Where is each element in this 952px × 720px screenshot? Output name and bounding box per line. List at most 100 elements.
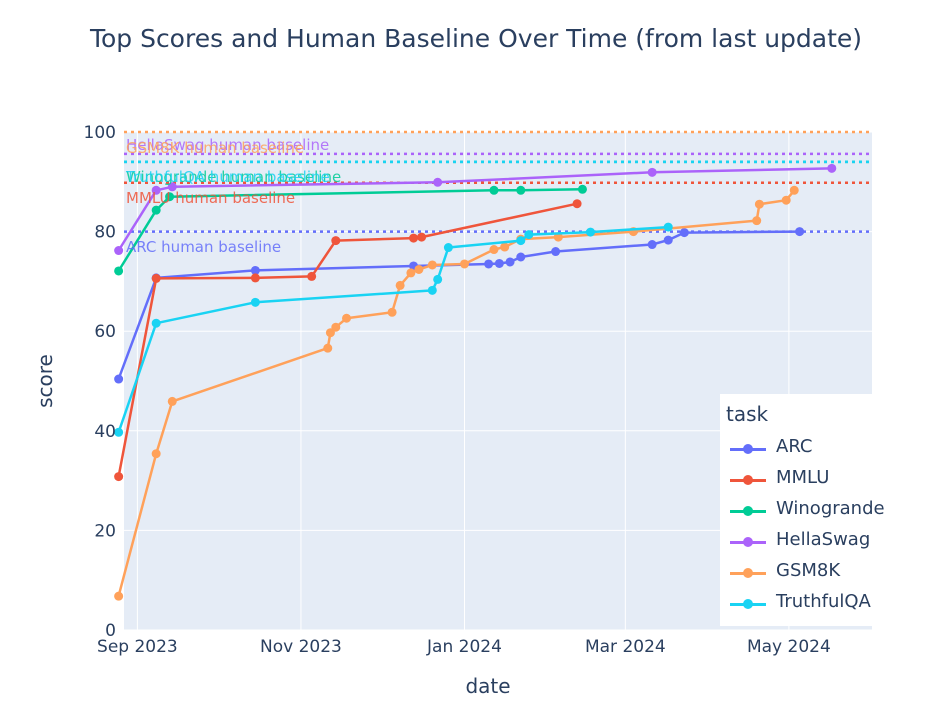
- legend-item-hellaswag[interactable]: HellaSwag: [730, 529, 920, 555]
- x-tick-label: Nov 2023: [260, 637, 342, 657]
- legend-label: ARC: [776, 436, 813, 457]
- x-tick-label: May 2024: [747, 637, 831, 657]
- data-point: [754, 199, 764, 209]
- legend-title: task: [726, 402, 769, 426]
- data-point: [647, 167, 657, 177]
- legend-marker: [743, 506, 753, 516]
- x-axis-title: date: [465, 674, 510, 698]
- legend-marker: [743, 444, 753, 454]
- data-point: [114, 472, 124, 482]
- data-point: [151, 185, 161, 195]
- data-point: [414, 264, 424, 274]
- y-tick-label: 40: [94, 422, 116, 442]
- data-point: [572, 199, 582, 209]
- legend-label: HellaSwag: [776, 529, 871, 550]
- data-point: [427, 260, 437, 270]
- series-winogrande: [114, 184, 587, 276]
- data-point: [151, 205, 161, 215]
- data-point: [250, 297, 260, 307]
- chart-title: Top Scores and Human Baseline Over Time …: [89, 24, 863, 53]
- data-point: [331, 236, 341, 246]
- baseline-label: ARC human baseline: [126, 238, 281, 256]
- data-point: [114, 374, 124, 384]
- legend-item-arc[interactable]: ARC: [730, 436, 920, 462]
- data-point: [789, 185, 799, 195]
- data-point: [795, 227, 805, 237]
- baseline-label: GSM8K human baseline: [126, 139, 304, 157]
- series-line: [117, 188, 583, 272]
- data-point: [151, 273, 161, 283]
- series-line: [117, 189, 796, 597]
- series-gsm8k: [114, 185, 799, 601]
- data-point: [663, 235, 673, 245]
- data-point: [459, 259, 469, 269]
- legend-marker: [743, 568, 753, 578]
- legend-label: TruthfulQA: [776, 591, 871, 612]
- data-point: [114, 427, 124, 437]
- data-point: [443, 243, 453, 253]
- series-line: [117, 225, 669, 433]
- data-point: [151, 318, 161, 328]
- data-point: [114, 266, 124, 276]
- legend-marker: [743, 475, 753, 485]
- data-point: [524, 230, 534, 240]
- data-point: [323, 343, 333, 353]
- data-point: [516, 185, 526, 195]
- data-point: [250, 273, 260, 283]
- data-point: [114, 246, 124, 256]
- legend-item-truthfulqa[interactable]: TruthfulQA: [730, 591, 920, 617]
- legend: task ARC MMLU Winogrande HellaSwag GSM8K…: [720, 394, 920, 626]
- baseline-label: TruthfulQA human baseline: [125, 168, 330, 186]
- data-point: [679, 228, 689, 238]
- x-tick-label: Mar 2024: [585, 637, 666, 657]
- data-point: [494, 258, 504, 268]
- y-axis-title: score: [33, 354, 57, 408]
- data-point: [342, 313, 352, 323]
- baseline-label: MMLU human baseline: [126, 189, 295, 207]
- data-point: [585, 227, 595, 237]
- legend-label: Winogrande: [776, 498, 885, 519]
- data-point: [406, 268, 416, 278]
- data-point: [647, 240, 657, 250]
- baseline-label: Winogrande human baseline: [126, 168, 341, 186]
- legend-item-mmlu[interactable]: MMLU: [730, 467, 920, 493]
- data-point: [516, 252, 526, 262]
- data-point: [433, 274, 443, 284]
- series-truthfulqa: [114, 222, 673, 437]
- data-point: [433, 177, 443, 187]
- y-tick-label: 20: [94, 521, 116, 541]
- legend-marker: [743, 599, 753, 609]
- y-tick-label: 80: [94, 223, 116, 243]
- data-point: [167, 182, 177, 192]
- data-point: [553, 232, 563, 242]
- data-point: [114, 591, 124, 601]
- baseline-label: HellaSwag human baseline: [126, 136, 329, 154]
- legend-item-gsm8k[interactable]: GSM8K: [730, 560, 920, 586]
- series-line: [117, 167, 832, 252]
- data-point: [427, 285, 437, 295]
- legend-marker: [743, 537, 753, 547]
- data-point: [489, 245, 499, 255]
- series-mmlu: [114, 199, 582, 482]
- legend-item-winogrande[interactable]: Winogrande: [730, 498, 920, 524]
- data-point: [250, 265, 260, 275]
- data-point: [827, 163, 837, 173]
- data-point: [331, 322, 341, 332]
- data-point: [387, 307, 397, 317]
- series-hellaswag: [114, 163, 837, 256]
- legend-label: MMLU: [776, 467, 830, 488]
- data-point: [505, 257, 515, 267]
- y-tick-label: 60: [94, 322, 116, 342]
- data-point: [395, 280, 405, 290]
- y-tick-label: 0: [105, 621, 116, 641]
- data-point: [551, 247, 561, 257]
- data-point: [165, 192, 175, 202]
- y-tick-label: 100: [84, 123, 116, 143]
- data-point: [417, 232, 427, 242]
- data-point: [781, 195, 791, 205]
- data-point: [409, 233, 419, 243]
- data-point: [484, 259, 494, 269]
- data-point: [307, 271, 317, 281]
- data-point: [167, 396, 177, 406]
